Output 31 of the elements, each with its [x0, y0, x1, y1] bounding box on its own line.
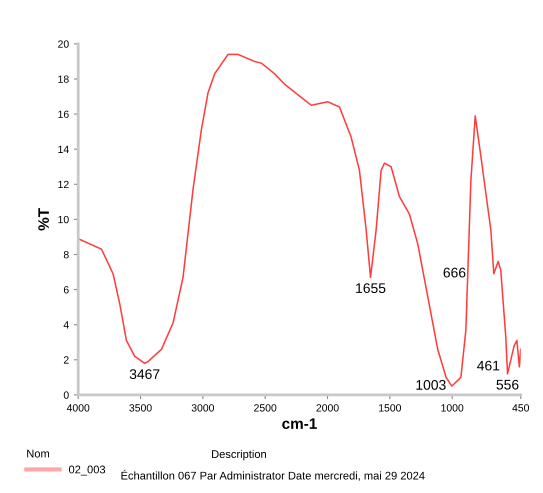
y-tick-label: 2: [64, 356, 69, 364]
y-tick-label: 10: [58, 216, 69, 224]
legend-title: Nom: [27, 450, 50, 458]
y-tick-label: 12: [58, 180, 69, 188]
x-axis-title: cm-1: [282, 418, 317, 430]
x-tick-label: 4000: [66, 404, 90, 412]
x-tick-label: 2500: [254, 404, 276, 412]
y-tick-label: 8: [64, 250, 69, 258]
annotation: 3467: [130, 369, 160, 380]
y-tick-label: 18: [58, 75, 69, 83]
text: Échantillon 067 Par Administrator Date mercredi, mai 29 2024: [121, 470, 425, 481]
y-tick-label: 20: [58, 40, 69, 48]
y-tick-label: 4: [64, 321, 69, 328]
text: Description: [212, 450, 266, 460]
x-tick-label: 2000: [316, 404, 339, 412]
y-tick-label: 16: [58, 110, 69, 118]
x-tick-label: 1000: [441, 404, 464, 412]
annotation: 1003: [416, 380, 446, 390]
annotation: 1655: [356, 283, 386, 294]
annotation: 461: [477, 360, 500, 371]
x-tick-label: 3500: [129, 404, 152, 412]
x-tick-label: 3000: [192, 404, 214, 412]
x-tick-label: 1500: [379, 404, 402, 412]
annotation: 666: [444, 268, 466, 278]
y-axis-title: %T: [38, 208, 49, 230]
x-tick-label: 450: [512, 404, 530, 412]
y-tick-label: 6: [64, 286, 69, 294]
annotation: 556: [496, 380, 518, 390]
y-tick-label: 14: [58, 146, 69, 153]
legend-label: 02_003: [68, 466, 106, 476]
y-tick-label: 0: [64, 391, 69, 399]
